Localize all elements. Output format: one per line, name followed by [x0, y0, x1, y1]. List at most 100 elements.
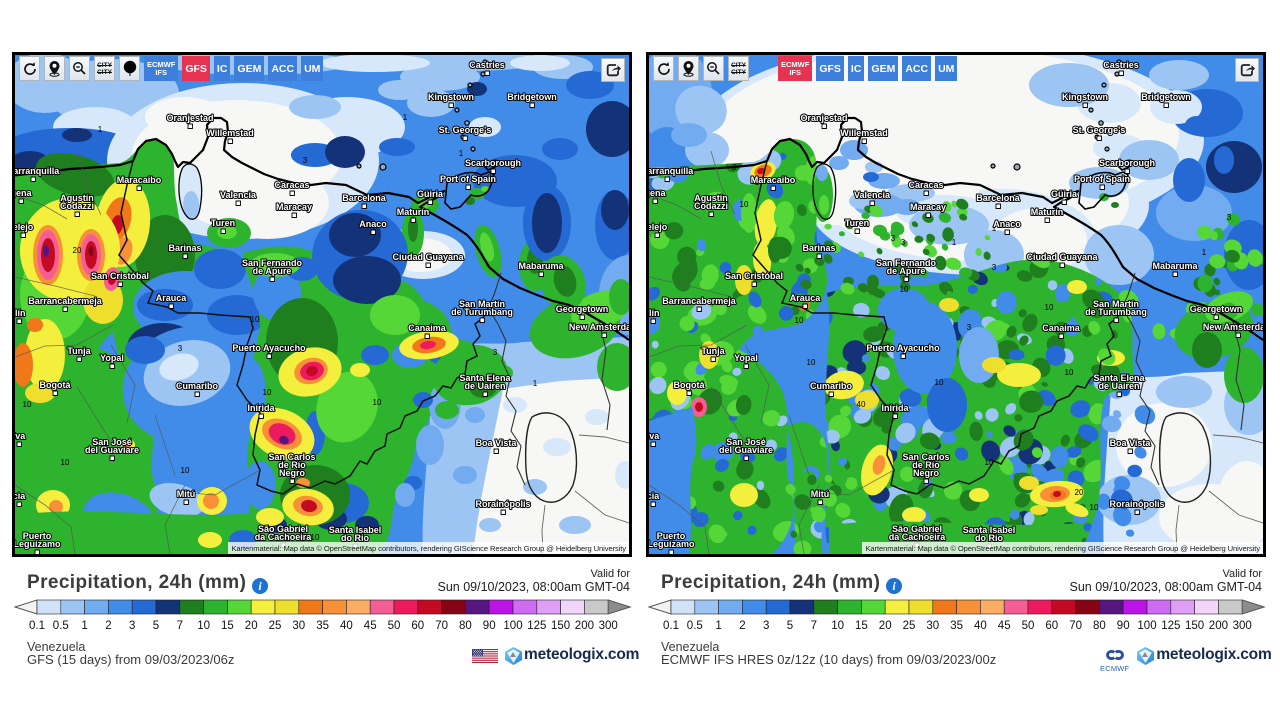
- svg-text:de Río: de Río: [912, 460, 940, 470]
- svg-text:Valencia: Valencia: [220, 190, 257, 200]
- svg-text:Maturín: Maturín: [1031, 207, 1064, 217]
- svg-text:San José: San José: [92, 437, 132, 447]
- svg-text:25: 25: [903, 620, 916, 632]
- svg-text:3: 3: [891, 234, 896, 243]
- svg-text:Rorainópolis: Rorainópolis: [475, 499, 530, 509]
- svg-text:Agustín: Agustín: [694, 193, 728, 203]
- svg-text:15: 15: [221, 620, 234, 632]
- svg-text:10: 10: [900, 285, 909, 294]
- svg-text:Puerto: Puerto: [23, 531, 52, 541]
- svg-text:Oranjestad: Oranjestad: [166, 113, 213, 123]
- svg-text:100: 100: [503, 620, 522, 632]
- svg-text:Tunja: Tunja: [67, 346, 91, 356]
- svg-text:10: 10: [740, 200, 749, 209]
- svg-text:1: 1: [1137, 383, 1142, 392]
- svg-text:Castries: Castries: [1103, 60, 1139, 70]
- svg-text:Barcelona: Barcelona: [976, 193, 1021, 203]
- svg-text:2: 2: [739, 620, 745, 632]
- svg-text:Codazzi: Codazzi: [60, 201, 94, 211]
- svg-text:Inírida: Inírida: [247, 403, 275, 413]
- svg-text:de Uairen: de Uairen: [464, 381, 505, 391]
- svg-text:80: 80: [1093, 620, 1106, 632]
- svg-text:300: 300: [1233, 620, 1252, 632]
- svg-text:2: 2: [105, 620, 111, 632]
- svg-text:Ciudad Guayana: Ciudad Guayana: [1026, 252, 1098, 262]
- svg-text:Puerto Ayacucho: Puerto Ayacucho: [232, 343, 306, 353]
- svg-text:80: 80: [459, 620, 472, 632]
- svg-text:Mabaruma: Mabaruma: [518, 261, 564, 271]
- svg-text:Arauca: Arauca: [156, 293, 188, 303]
- svg-text:llín: llín: [649, 308, 660, 318]
- svg-text:10: 10: [263, 388, 272, 397]
- svg-text:45: 45: [364, 620, 377, 632]
- svg-text:Bridgetown: Bridgetown: [507, 92, 557, 102]
- svg-text:São Gabriel: São Gabriel: [258, 524, 308, 534]
- svg-text:Maracay: Maracay: [910, 202, 946, 212]
- svg-text:San Martín: San Martín: [459, 299, 505, 309]
- svg-text:de Turumbang: de Turumbang: [451, 307, 513, 317]
- svg-text:de Apure: de Apure: [253, 266, 292, 276]
- svg-text:150: 150: [551, 620, 570, 632]
- svg-text:Turen: Turen: [211, 218, 235, 228]
- svg-text:200: 200: [575, 620, 594, 632]
- svg-text:Valencia: Valencia: [854, 190, 891, 200]
- svg-text:3: 3: [178, 344, 183, 353]
- svg-text:Castries: Castries: [469, 60, 505, 70]
- svg-text:3: 3: [493, 348, 498, 357]
- svg-text:Maturín: Maturín: [397, 207, 430, 217]
- svg-text:Barinas: Barinas: [168, 243, 201, 253]
- svg-text:1: 1: [98, 125, 103, 134]
- svg-text:Rorainópolis: Rorainópolis: [1109, 499, 1164, 509]
- svg-text:San Fernando: San Fernando: [242, 258, 303, 268]
- svg-text:Georgetown: Georgetown: [556, 304, 609, 314]
- svg-text:10: 10: [1065, 368, 1074, 377]
- svg-text:1: 1: [81, 620, 87, 632]
- svg-text:35: 35: [950, 620, 963, 632]
- svg-text:1: 1: [459, 149, 464, 158]
- svg-text:Canaima: Canaima: [1042, 323, 1081, 333]
- svg-text:3: 3: [901, 238, 906, 247]
- svg-text:da Cachoeira: da Cachoeira: [889, 532, 947, 542]
- svg-text:Bogotá: Bogotá: [674, 380, 706, 390]
- svg-text:San Carlos: San Carlos: [902, 452, 949, 462]
- svg-text:1: 1: [1202, 248, 1207, 257]
- svg-text:50: 50: [1022, 620, 1035, 632]
- svg-text:Leguízamo: Leguízamo: [15, 539, 61, 549]
- svg-text:iva: iva: [15, 431, 26, 441]
- svg-text:Yopal: Yopal: [100, 353, 124, 363]
- svg-text:1: 1: [533, 379, 538, 388]
- svg-text:Santa Isabel: Santa Isabel: [329, 525, 382, 535]
- svg-text:10: 10: [985, 458, 994, 467]
- svg-text:Boa Vista: Boa Vista: [476, 438, 518, 448]
- svg-text:Güiria: Güiria: [1051, 189, 1078, 199]
- svg-text:3: 3: [992, 263, 997, 272]
- svg-text:Scarborough: Scarborough: [465, 158, 521, 168]
- svg-text:Barrancabermeja: Barrancabermeja: [28, 296, 103, 306]
- svg-text:100: 100: [1137, 620, 1156, 632]
- svg-text:3: 3: [763, 620, 769, 632]
- svg-text:20: 20: [73, 246, 82, 255]
- svg-text:10: 10: [373, 398, 382, 407]
- svg-text:10: 10: [61, 458, 70, 467]
- svg-text:0.5: 0.5: [53, 620, 69, 632]
- svg-text:Barcelona: Barcelona: [342, 193, 387, 203]
- svg-text:Agustín: Agustín: [60, 193, 94, 203]
- svg-text:Scarborough: Scarborough: [1099, 158, 1155, 168]
- svg-text:Canaima: Canaima: [408, 323, 447, 333]
- svg-text:Cumaribo: Cumaribo: [176, 381, 219, 391]
- svg-text:Maracaibo: Maracaibo: [117, 175, 162, 185]
- svg-text:San Cristóbal: San Cristóbal: [725, 271, 783, 281]
- svg-text:Caracas: Caracas: [274, 180, 309, 190]
- svg-text:125: 125: [527, 620, 546, 632]
- svg-text:Santa Elena: Santa Elena: [459, 373, 511, 383]
- svg-text:Kingstown: Kingstown: [1062, 92, 1108, 102]
- svg-text:10: 10: [795, 316, 804, 325]
- svg-text:Puerto Ayacucho: Puerto Ayacucho: [866, 343, 940, 353]
- svg-text:3: 3: [303, 156, 308, 165]
- svg-text:Ciudad Guayana: Ciudad Guayana: [392, 252, 464, 262]
- svg-text:Puerto: Puerto: [657, 531, 686, 541]
- svg-text:45: 45: [998, 620, 1011, 632]
- svg-text:7: 7: [811, 620, 817, 632]
- svg-text:Caracas: Caracas: [908, 180, 943, 190]
- svg-text:5: 5: [153, 620, 159, 632]
